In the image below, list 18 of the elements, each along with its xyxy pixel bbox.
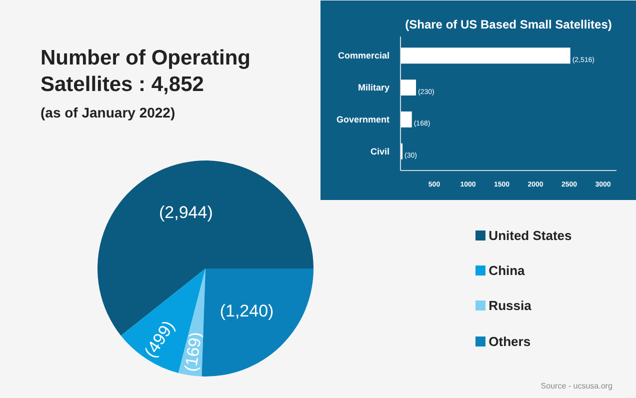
data-label: (2,944) — [159, 202, 213, 222]
y-tick-label: Government — [336, 114, 390, 124]
bar — [400, 48, 570, 64]
data-label: (169) — [181, 330, 206, 373]
legend-label: Others — [488, 334, 531, 349]
bar — [400, 111, 412, 128]
legend-label: United States — [488, 228, 572, 243]
source-note: Source - ucsusa.org — [540, 382, 612, 390]
y-tick-label: Civil — [370, 146, 390, 156]
chart-title: (Share of US Based Small Satellites) — [405, 18, 612, 32]
legend-label: China — [488, 263, 526, 278]
legend-label: Russia — [488, 298, 532, 313]
chart-subtitle: (as of January 2022) — [40, 104, 176, 120]
data-label: (1,240) — [220, 302, 274, 321]
y-tick-label: Military — [358, 82, 390, 93]
bar — [400, 80, 416, 96]
y-tick-label: Commercial — [338, 50, 390, 61]
chart-title: Number of Operating Satellites : 4,852 — [40, 46, 251, 96]
